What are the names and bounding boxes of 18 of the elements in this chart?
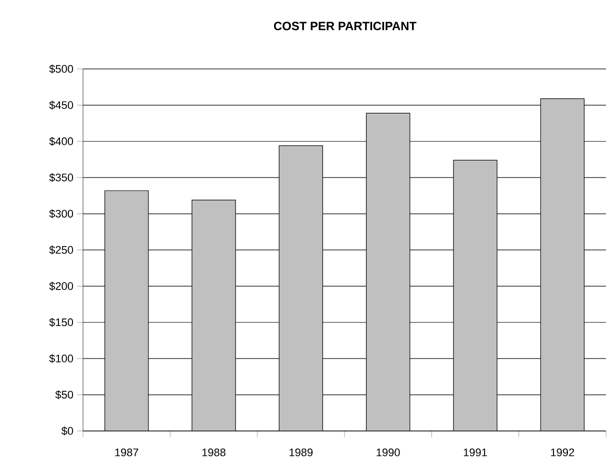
chart-title: COST PER PARTICIPANT — [274, 22, 416, 30]
y-tick-label: $200 — [49, 282, 74, 291]
y-tick-label: $350 — [49, 173, 74, 182]
x-tick-label: 1988 — [202, 448, 226, 456]
y-tick-label: $250 — [49, 246, 74, 254]
x-tick-label: 1990 — [376, 448, 400, 456]
y-tick-label: $150 — [49, 318, 74, 327]
y-tick-label: $50 — [55, 390, 74, 400]
x-tick-label: 1989 — [290, 448, 313, 456]
y-tick-label: $400 — [49, 136, 74, 146]
y-tick-label: $500 — [49, 64, 74, 74]
y-tick-label: $100 — [49, 354, 74, 364]
y-tick-label: $450 — [49, 100, 74, 110]
y-tick-label: $0 — [61, 426, 74, 436]
x-tick-label: 1992 — [551, 448, 574, 456]
y-tick-label: $300 — [49, 209, 74, 218]
x-tick-label: 1987 — [115, 448, 138, 456]
x-tick-label: 1991 — [464, 448, 487, 456]
